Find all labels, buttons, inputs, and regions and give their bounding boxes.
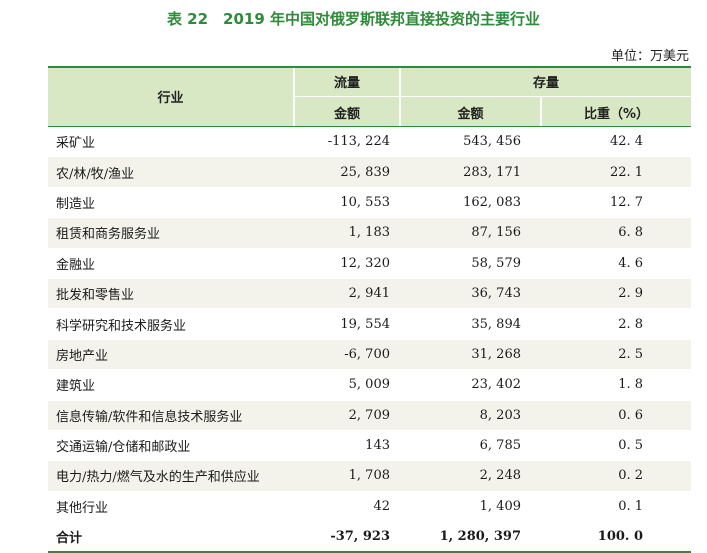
stock-cell: 283, 171 xyxy=(400,156,541,188)
industry-cell: 采矿业 xyxy=(48,127,294,158)
table-row: 信息传输/软件和信息技术服务业 2, 709 8, 203 0. 6 xyxy=(48,400,692,431)
industry-cell: 租赁和商务服务业 xyxy=(48,217,294,249)
table-row: 金融业 12, 320 58, 579 4. 6 xyxy=(48,248,692,279)
stock-cell: 36, 743 xyxy=(400,278,541,310)
table-row: 制造业 10, 553 162, 083 12. 7 xyxy=(48,187,692,219)
industry-cell: 交通运输/仓储和邮政业 xyxy=(48,430,294,462)
header-bottom-rule xyxy=(48,126,691,127)
industry-cell: 制造业 xyxy=(48,187,294,219)
total-label: 合计 xyxy=(48,521,294,553)
stock-cell: 31, 268 xyxy=(400,339,541,371)
header-stock: 存量 xyxy=(398,66,692,97)
ratio-cell: 0. 2 xyxy=(541,460,692,492)
unit-label: 单位：万美元 xyxy=(610,49,689,64)
table-row: 批发和零售业 2, 941 36, 743 2. 9 xyxy=(48,278,692,310)
stock-cell: 1, 409 xyxy=(400,491,541,523)
stock-cell: 8, 203 xyxy=(400,400,541,431)
ratio-cell: 2. 9 xyxy=(541,278,692,310)
flow-cell: 1, 183 xyxy=(294,217,400,249)
header-stock-amount: 金额 xyxy=(399,96,541,127)
flow-cell: 42 xyxy=(294,491,400,523)
total-ratio: 100. 0 xyxy=(541,521,692,553)
table-row: 交通运输/仓储和邮政业 143 6, 785 0. 5 xyxy=(48,430,692,462)
header-flow: 流量 xyxy=(293,66,400,97)
stock-cell: 6, 785 xyxy=(400,430,541,462)
flow-cell: 25, 839 xyxy=(294,156,400,188)
ratio-cell: 0. 6 xyxy=(541,400,692,431)
table-top-rule xyxy=(48,66,691,68)
total-flow: -37, 923 xyxy=(294,521,400,553)
industry-cell: 金融业 xyxy=(48,248,294,279)
header-flow-amount: 金额 xyxy=(293,96,400,127)
industry-cell: 科学研究和技术服务业 xyxy=(48,308,294,340)
flow-cell: 1, 708 xyxy=(294,460,400,492)
industry-cell: 建筑业 xyxy=(48,369,294,401)
stock-cell: 543, 456 xyxy=(400,127,541,158)
ratio-cell: 2. 5 xyxy=(541,339,692,371)
table-row: 其他行业 42 1, 409 0. 1 xyxy=(48,491,692,523)
table-row: 租赁和商务服务业 1, 183 87, 156 6. 8 xyxy=(48,217,692,249)
table-row: 电力/热力/燃气及水的生产和供应业 1, 708 2, 248 0. 2 xyxy=(48,460,692,492)
flow-cell: -6, 700 xyxy=(294,339,400,371)
ratio-cell: 22. 1 xyxy=(541,156,692,188)
industry-cell: 电力/热力/燃气及水的生产和供应业 xyxy=(48,460,294,492)
flow-cell: 12, 320 xyxy=(294,248,400,279)
stock-cell: 2, 248 xyxy=(400,460,541,492)
table-row: 房地产业 -6, 700 31, 268 2. 5 xyxy=(48,339,692,371)
ratio-cell: 4. 6 xyxy=(541,248,692,279)
ratio-cell: 2. 8 xyxy=(541,308,692,340)
flow-cell: 2, 709 xyxy=(294,400,400,431)
flow-cell: 10, 553 xyxy=(294,187,400,219)
flow-cell: 5, 009 xyxy=(294,369,400,401)
flow-cell: 143 xyxy=(294,430,400,462)
stock-cell: 35, 894 xyxy=(400,308,541,340)
industry-cell: 信息传输/软件和信息技术服务业 xyxy=(48,400,294,431)
flow-cell: 19, 554 xyxy=(294,308,400,340)
table-row: 建筑业 5, 009 23, 402 1. 8 xyxy=(48,369,692,401)
industry-cell: 房地产业 xyxy=(48,339,294,371)
flow-cell: -113, 224 xyxy=(294,127,400,158)
table-row: 农/林/牧/渔业 25, 839 283, 171 22. 1 xyxy=(48,156,692,188)
stock-cell: 87, 156 xyxy=(400,217,541,249)
total-stock: 1, 280, 397 xyxy=(400,521,541,553)
table-title: 表 22 2019 年中国对俄罗斯联邦直接投资的主要行业 xyxy=(166,10,541,28)
industry-cell: 其他行业 xyxy=(48,491,294,523)
total-row: 合计 -37, 923 1, 280, 397 100. 0 xyxy=(48,521,692,553)
table-row: 科学研究和技术服务业 19, 554 35, 894 2. 8 xyxy=(48,308,692,340)
header-ratio: 比重（%） xyxy=(539,96,692,127)
stock-cell: 162, 083 xyxy=(400,187,541,219)
ratio-cell: 0. 1 xyxy=(541,491,692,523)
ratio-cell: 0. 5 xyxy=(541,430,692,462)
flow-cell: 2, 941 xyxy=(294,278,400,310)
ratio-cell: 12. 7 xyxy=(541,187,692,219)
ratio-cell: 1. 8 xyxy=(541,369,692,401)
investment-table: 行业 流量 存量 金额 金额 比重（%） 采矿业 -113, 224 543, … xyxy=(48,66,692,553)
table-row: 采矿业 -113, 224 543, 456 42. 4 xyxy=(48,127,692,158)
header-industry: 行业 xyxy=(48,66,294,127)
ratio-cell: 42. 4 xyxy=(541,127,692,158)
industry-cell: 批发和零售业 xyxy=(48,278,294,310)
industry-cell: 农/林/牧/渔业 xyxy=(48,156,294,188)
stock-cell: 23, 402 xyxy=(400,369,541,401)
stock-cell: 58, 579 xyxy=(400,248,541,279)
ratio-cell: 6. 8 xyxy=(541,217,692,249)
